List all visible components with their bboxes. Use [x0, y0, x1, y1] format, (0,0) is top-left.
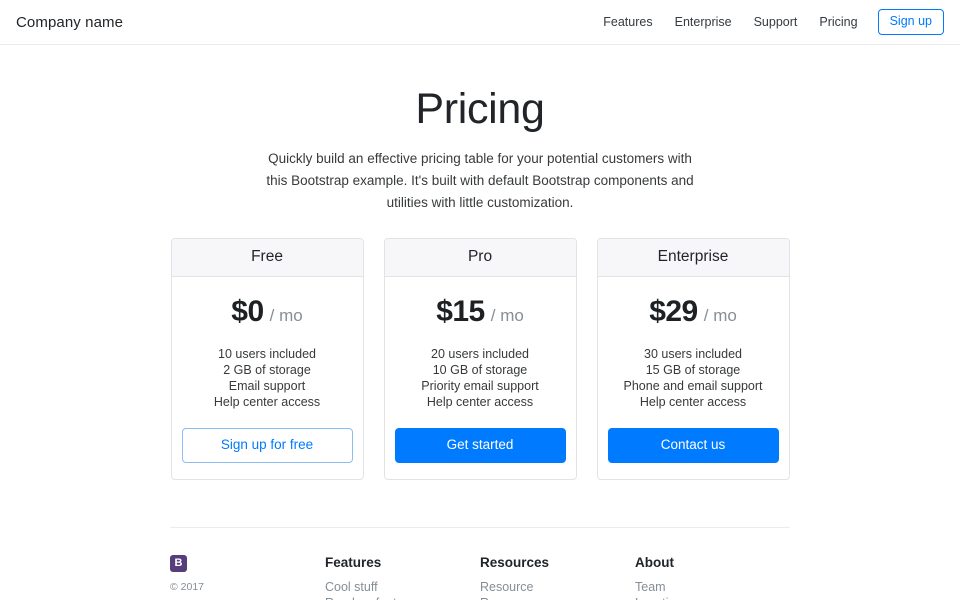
plan-price-row: $0 / mo	[182, 295, 353, 329]
copyright-text: © 2017	[170, 580, 205, 593]
plan-body-enterprise: $29 / mo 30 users included 15 GB of stor…	[598, 277, 789, 479]
footer-link[interactable]: Resource	[480, 579, 534, 594]
hero-section: Pricing Quickly build an effective prici…	[0, 45, 960, 214]
nav-item-features[interactable]: Features	[603, 15, 653, 29]
plan-price-unit: / mo	[703, 306, 737, 326]
footer-link[interactable]: Random feature	[325, 595, 480, 600]
plan-feature-list: 20 users included 10 GB of storage Prior…	[395, 346, 566, 410]
logo-letter: B	[174, 556, 183, 569]
plan-body-pro: $15 / mo 20 users included 10 GB of stor…	[385, 277, 576, 479]
plan-name: Pro	[467, 248, 493, 266]
footer-column-resources: Resources Resource Resource name Another…	[480, 555, 635, 600]
footer-brand: B © 2017	[170, 554, 325, 600]
list-item: 30 users included	[644, 347, 742, 362]
footer-wrapper: B © 2017 Features Cool stuff Random feat…	[170, 480, 790, 600]
list-item: 15 GB of storage	[645, 363, 741, 378]
pricing-card-pro: Pro $15 / mo 20 users included 10 GB of …	[383, 238, 577, 480]
footer-heading: Resources	[480, 554, 550, 570]
page-title: Pricing	[415, 85, 545, 133]
list-item: Help center access	[426, 395, 534, 410]
list-item: 2 GB of storage	[223, 363, 311, 378]
plan-header-enterprise: Enterprise	[597, 239, 789, 278]
footer-link[interactable]: Locations	[635, 595, 790, 600]
nav-item-support[interactable]: Support	[753, 15, 798, 29]
sign-up-button[interactable]: Sign up	[877, 9, 944, 35]
navbar-links: Features Enterprise Support Pricing Sign…	[592, 9, 944, 35]
footer-link[interactable]: Team	[635, 579, 666, 594]
site-footer: B © 2017 Features Cool stuff Random feat…	[170, 528, 790, 600]
plan-feature-list: 30 users included 15 GB of storage Phone…	[608, 346, 779, 410]
pricing-card-deck: Free $0 / mo 10 users included 2 GB of s…	[0, 238, 960, 480]
plan-cta-sign-up-for-free[interactable]: Sign up for free	[181, 428, 353, 463]
pricing-card-enterprise: Enterprise $29 / mo 30 users included 15…	[596, 238, 790, 480]
list-item: 10 GB of storage	[432, 363, 528, 378]
footer-link-list: Team Locations Privacy Terms	[635, 579, 790, 600]
footer-heading: Features	[325, 554, 382, 570]
plan-price: $0	[231, 295, 264, 329]
plan-cta-get-started[interactable]: Get started	[394, 428, 566, 463]
plan-header-pro: Pro	[384, 239, 576, 278]
list-item: Phone and email support	[623, 379, 763, 394]
plan-header-free: Free	[171, 239, 363, 278]
plan-body-free: $0 / mo 10 users included 2 GB of storag…	[172, 277, 363, 479]
plan-price: $15	[436, 295, 485, 329]
plan-price: $29	[649, 295, 698, 329]
plan-name: Free	[251, 248, 283, 266]
top-navbar: Company name Features Enterprise Support…	[0, 0, 960, 45]
plan-name: Enterprise	[657, 248, 729, 266]
plan-feature-list: 10 users included 2 GB of storage Email …	[182, 346, 353, 410]
brand-company-name[interactable]: Company name	[16, 13, 124, 31]
plan-cta-contact-us[interactable]: Contact us	[607, 428, 779, 463]
plan-price-unit: / mo	[490, 306, 524, 326]
footer-link-list: Cool stuff Random feature Team feature S…	[325, 579, 480, 600]
nav-item-pricing[interactable]: Pricing	[819, 15, 858, 29]
pricing-card-free: Free $0 / mo 10 users included 2 GB of s…	[170, 238, 364, 480]
footer-divider	[170, 526, 790, 528]
footer-column-features: Features Cool stuff Random feature Team …	[325, 555, 480, 600]
plan-price-unit: / mo	[269, 306, 303, 326]
list-item: Priority email support	[421, 379, 539, 394]
page-subtitle: Quickly build an effective pricing table…	[266, 151, 694, 211]
footer-link-list: Resource Resource name Another resource …	[480, 579, 635, 600]
plan-price-row: $29 / mo	[608, 295, 779, 329]
bootstrap-logo-icon: B	[170, 554, 187, 572]
nav-item-enterprise[interactable]: Enterprise	[674, 15, 732, 29]
footer-column-about: About Team Locations Privacy Terms	[635, 555, 790, 600]
list-item: Help center access	[213, 395, 321, 410]
footer-link[interactable]: Cool stuff	[325, 579, 378, 594]
list-item: Help center access	[639, 395, 747, 410]
footer-link[interactable]: Resource name	[480, 595, 635, 600]
footer-heading: About	[635, 554, 674, 570]
list-item: 10 users included	[218, 347, 316, 362]
list-item: Email support	[228, 379, 306, 394]
plan-price-row: $15 / mo	[395, 295, 566, 329]
list-item: 20 users included	[431, 347, 529, 362]
